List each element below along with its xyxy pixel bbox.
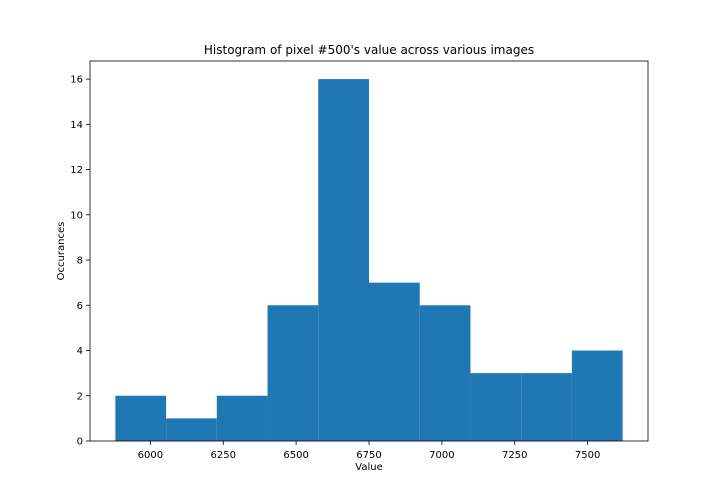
y-axis-label: Occurances xyxy=(56,222,67,281)
histogram-bar-0 xyxy=(115,395,167,441)
x-tick-label-1: 6250 xyxy=(211,450,236,461)
x-axis-ticks: 6000 6250 6500 6750 7000 7250 7500 xyxy=(138,441,600,461)
chart-title: Histogram of pixel #500's value across v… xyxy=(204,43,534,57)
x-tick-label-0: 6000 xyxy=(138,450,163,461)
x-tick-label-5: 7250 xyxy=(502,450,527,461)
histogram-bar-5 xyxy=(369,282,420,441)
histogram-bar-8 xyxy=(521,373,572,441)
histogram-bar-6 xyxy=(419,305,471,441)
histogram-bar-3 xyxy=(267,305,319,441)
y-tick-label-8: 16 xyxy=(70,75,83,86)
histogram-bar-7 xyxy=(470,373,522,441)
x-axis-label: Value xyxy=(355,462,382,473)
y-tick-label-7: 14 xyxy=(70,120,83,131)
y-tick-label-3: 6 xyxy=(77,301,83,312)
y-tick-label-2: 4 xyxy=(77,346,83,357)
histogram-bar-2 xyxy=(216,395,268,441)
y-tick-label-5: 10 xyxy=(70,210,83,221)
x-tick-label-2: 6500 xyxy=(283,450,308,461)
histogram-bar-1 xyxy=(166,418,217,441)
y-tick-label-6: 12 xyxy=(70,165,83,176)
x-tick-label-6: 7500 xyxy=(575,450,600,461)
y-tick-label-4: 8 xyxy=(77,256,83,267)
x-tick-label-4: 7000 xyxy=(429,450,454,461)
histogram-bar-9 xyxy=(571,350,623,441)
histogram-bar-4 xyxy=(318,79,369,441)
y-axis-ticks: 0 2 4 6 8 10 12 14 16 xyxy=(70,75,90,448)
y-tick-label-1: 2 xyxy=(77,391,83,402)
bars-group xyxy=(115,79,623,441)
x-tick-label-3: 6750 xyxy=(356,450,381,461)
y-tick-label-0: 0 xyxy=(77,437,83,448)
